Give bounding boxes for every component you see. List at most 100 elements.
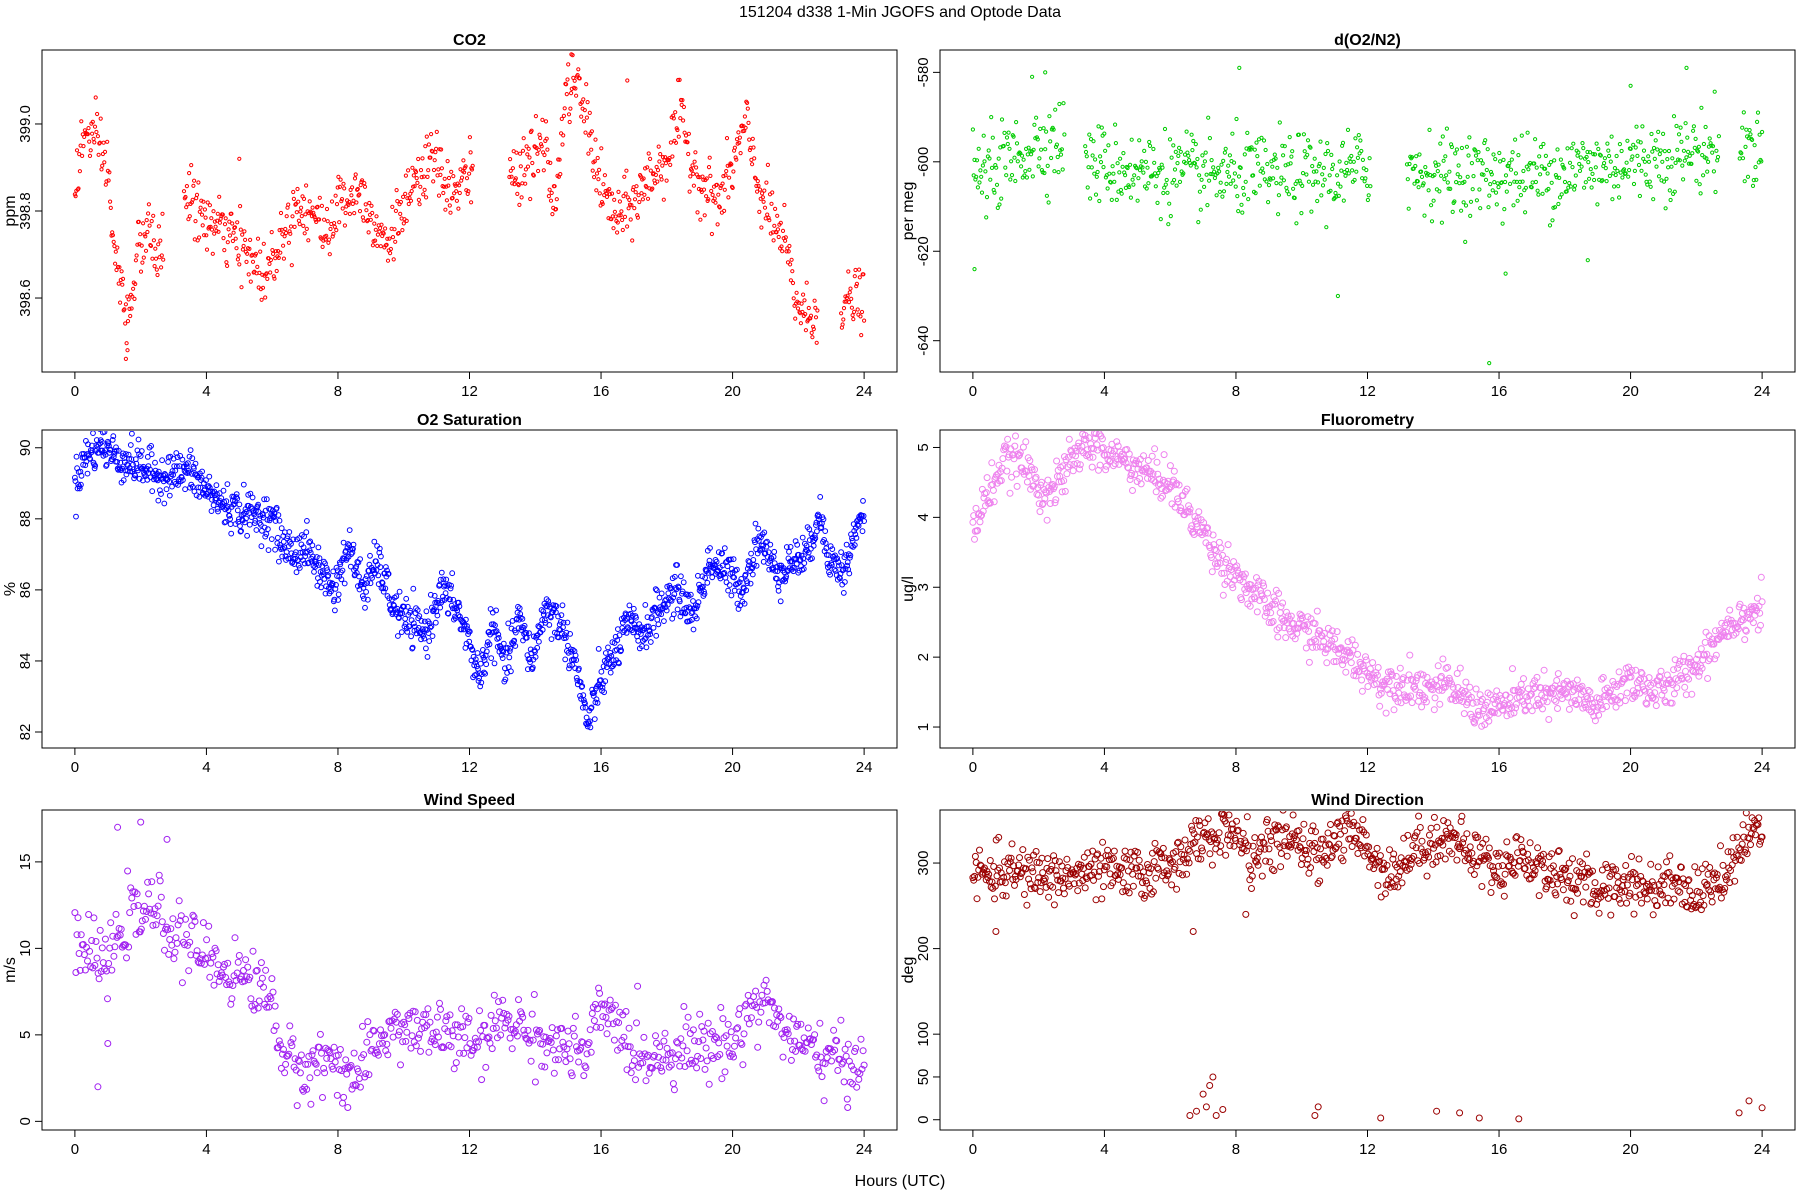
data-point	[148, 243, 154, 248]
data-point	[378, 1032, 385, 1040]
data-point	[1192, 161, 1198, 166]
data-point	[100, 151, 106, 157]
data-point	[581, 1062, 589, 1070]
data-point	[1136, 176, 1141, 181]
data-point	[579, 114, 584, 119]
data-point	[1553, 173, 1559, 178]
data-point	[529, 128, 534, 133]
data-point	[103, 967, 110, 975]
data-point	[1299, 211, 1304, 216]
data-point	[1710, 640, 1718, 648]
data-point	[777, 598, 784, 605]
data-point	[1271, 176, 1276, 181]
data-point	[1337, 159, 1342, 164]
data-point	[481, 1021, 489, 1029]
data-point	[601, 1000, 609, 1008]
data-point	[388, 1017, 396, 1025]
data-point	[87, 153, 93, 158]
data-point	[539, 617, 546, 623]
data-point	[158, 491, 164, 497]
data-point	[570, 1032, 578, 1040]
data-point	[212, 219, 217, 224]
data-point	[278, 210, 284, 216]
data-point	[1587, 695, 1595, 703]
data-point	[841, 306, 847, 311]
data-point	[1499, 180, 1504, 185]
data-point	[1127, 184, 1132, 190]
data-point	[1508, 167, 1514, 172]
data-point	[1478, 695, 1486, 703]
data-point	[1760, 129, 1765, 135]
data-point	[206, 973, 214, 981]
data-point	[399, 610, 406, 617]
data-point	[1195, 508, 1203, 516]
data-point	[319, 1094, 326, 1101]
data-point	[1093, 157, 1098, 162]
data-point	[764, 180, 769, 185]
data-point	[1376, 702, 1384, 710]
data-point	[169, 915, 177, 923]
data-point	[237, 156, 242, 161]
data-point	[1455, 172, 1460, 177]
data-point	[853, 535, 860, 541]
data-point	[565, 642, 571, 649]
data-point	[1022, 438, 1030, 446]
data-point	[1525, 130, 1530, 135]
data-point	[413, 169, 419, 175]
data-point	[1550, 218, 1555, 223]
data-point	[1270, 164, 1275, 169]
data-point	[1167, 137, 1173, 142]
data-point	[152, 264, 157, 269]
data-point	[1157, 167, 1163, 172]
chart-title: d(O2/N2)	[1334, 32, 1401, 49]
data-point	[783, 238, 788, 243]
data-point	[1398, 681, 1406, 689]
data-point	[156, 224, 161, 229]
data-point	[558, 1024, 566, 1032]
data-point	[409, 644, 416, 651]
data-point	[1604, 179, 1609, 184]
data-point	[693, 615, 700, 622]
data-point	[1686, 149, 1691, 154]
data-point	[844, 562, 850, 569]
data-point	[616, 189, 621, 194]
data-point	[549, 1046, 557, 1054]
data-point	[1572, 187, 1577, 192]
data-point	[607, 649, 614, 656]
data-point	[1151, 445, 1159, 453]
data-point	[1146, 181, 1151, 186]
data-point	[1333, 190, 1338, 196]
data-point	[409, 189, 414, 194]
data-point	[1447, 169, 1452, 174]
data-point	[741, 600, 748, 607]
data-point	[1235, 194, 1240, 199]
data-point	[1656, 174, 1662, 179]
data-point	[1645, 674, 1653, 682]
data-point	[291, 196, 296, 201]
data-point	[986, 148, 991, 153]
data-point	[1277, 603, 1285, 611]
data-point	[1518, 193, 1524, 198]
data-point	[267, 995, 275, 1003]
data-point	[803, 312, 808, 317]
data-point	[107, 170, 112, 175]
data-point	[307, 199, 312, 204]
data-point	[1390, 706, 1398, 714]
data-point	[334, 228, 339, 233]
data-point	[1118, 156, 1123, 161]
data-point	[249, 494, 256, 501]
data-point	[554, 197, 559, 202]
data-point	[463, 164, 468, 169]
data-point	[434, 612, 441, 619]
data-point	[112, 910, 120, 918]
data-point	[694, 603, 701, 609]
data-point	[759, 225, 764, 230]
data-point	[110, 433, 117, 440]
data-point	[428, 155, 433, 160]
data-point	[158, 238, 163, 243]
data-point	[1449, 144, 1455, 150]
data-point	[97, 140, 103, 145]
data-point	[412, 184, 417, 189]
data-point	[109, 932, 117, 940]
data-point	[1362, 653, 1369, 661]
